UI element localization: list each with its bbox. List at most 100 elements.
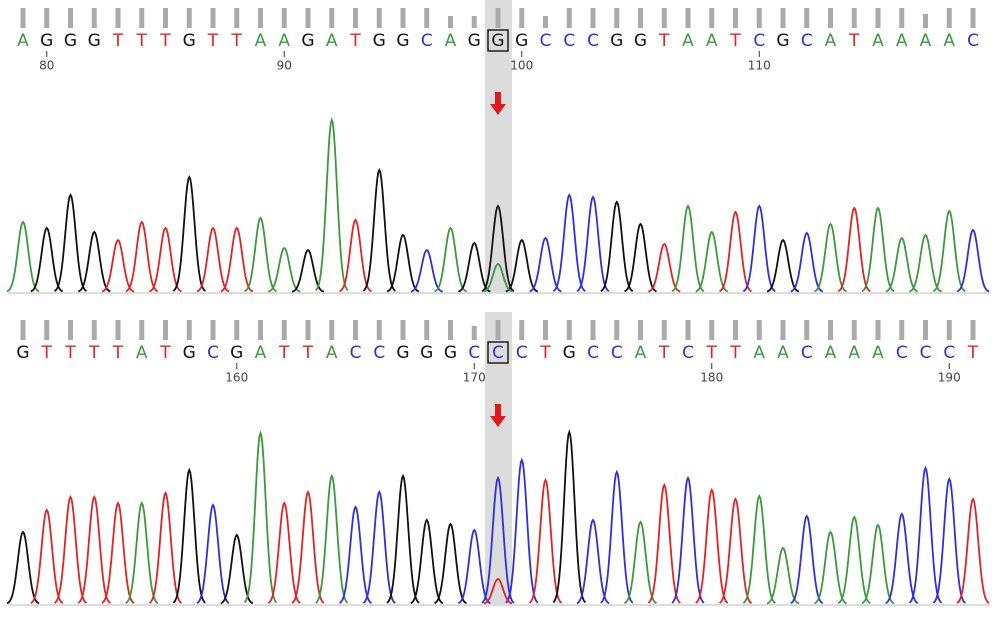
quality-bar [353, 320, 358, 340]
base-call: G [40, 31, 53, 51]
quality-bar [115, 320, 121, 340]
base-call: A [255, 31, 267, 51]
quality-bar [733, 8, 738, 28]
base-call: C [682, 343, 694, 363]
trace-peak [742, 204, 776, 293]
trace-peak [837, 206, 871, 293]
base-call: A [278, 31, 290, 51]
base-call: G [515, 31, 528, 51]
trace-peak [77, 494, 111, 604]
trace-peak [528, 477, 563, 604]
quality-bar [638, 8, 643, 28]
base-call: C [801, 31, 813, 51]
trace-peak [362, 489, 396, 604]
base-call: C [516, 343, 528, 363]
mutation-arrow [490, 92, 506, 115]
trace-peak [220, 226, 254, 293]
trace-peak [362, 167, 396, 292]
base-call: G [610, 31, 623, 51]
base-call: A [753, 343, 765, 363]
base-call: A [872, 31, 884, 51]
trace-peak [101, 238, 135, 293]
base-call: T [729, 343, 741, 363]
trace-peak [54, 193, 87, 292]
quality-bar [780, 320, 786, 340]
quality-bar [305, 320, 311, 340]
base-call: T [967, 343, 979, 363]
trace-peak [457, 528, 491, 605]
trace-peak [790, 231, 824, 293]
base-call: T [88, 343, 100, 363]
trace-peak [172, 174, 206, 292]
position-label: 110 [748, 59, 771, 73]
base-call: C [492, 343, 504, 363]
trace-peak [814, 222, 847, 293]
trace-peak [909, 233, 942, 293]
trace-peak [529, 236, 562, 293]
base-call: T [658, 31, 670, 51]
trace-peak [315, 473, 349, 604]
base-call: C [896, 343, 908, 363]
trace-peak [861, 206, 895, 293]
quality-bar [495, 8, 501, 28]
quality-bar [424, 320, 430, 340]
trace-peak [719, 210, 752, 293]
trace-peak [457, 241, 491, 293]
position-label: 170 [463, 371, 486, 385]
quality-bar [44, 320, 50, 340]
secondary-peak [483, 262, 513, 293]
quality-bar [828, 8, 833, 28]
quality-bar [20, 8, 26, 28]
base-call: A [136, 343, 148, 363]
trace-peak [410, 518, 444, 605]
quality-bar [163, 8, 168, 28]
base-call: C [753, 31, 765, 51]
quality-bar [851, 320, 857, 340]
position-label: 80 [39, 59, 54, 73]
base-call: C [207, 343, 219, 363]
base-call: G [491, 31, 504, 51]
base-call: C [801, 343, 813, 363]
base-call: G [776, 31, 789, 51]
quality-bar [638, 320, 643, 340]
base-call: A [17, 31, 29, 51]
quality-bar [258, 320, 263, 340]
trace-peak [695, 487, 729, 604]
quality-bar [519, 320, 525, 340]
quality-bar [970, 8, 976, 28]
selected-base-box [487, 341, 509, 364]
base-call: T [848, 31, 860, 51]
quality-bar [661, 320, 667, 340]
trace-peak [101, 501, 135, 604]
trace-peak [339, 218, 372, 293]
quality-bar [353, 8, 358, 28]
base-call: A [326, 343, 338, 363]
trace-peak [576, 518, 610, 605]
selected-base-box [487, 29, 509, 52]
base-call: T [658, 343, 670, 363]
quality-bar [780, 8, 786, 28]
position-label: 100 [510, 59, 533, 73]
trace-peak [742, 493, 776, 604]
base-call: T [112, 31, 124, 51]
trace-peak [196, 226, 230, 293]
quality-bar [946, 8, 952, 28]
quality-bar [923, 14, 928, 28]
quality-bar [281, 8, 287, 28]
base-call: T [729, 31, 741, 51]
trace-peak [481, 475, 515, 604]
trace-peak [172, 467, 206, 604]
quality-bar [590, 8, 596, 28]
quality-bar [44, 8, 50, 28]
position-label: 90 [277, 59, 292, 73]
trace-peak [861, 523, 895, 605]
trace-peak [885, 512, 919, 604]
trace-peak [814, 530, 847, 605]
base-call: A [682, 31, 694, 51]
quality-bar [471, 326, 477, 340]
quality-bar [590, 320, 596, 340]
quality-bar [709, 320, 715, 340]
quality-bar [804, 8, 810, 28]
quality-bar [210, 320, 216, 340]
trace-peak [624, 222, 657, 293]
